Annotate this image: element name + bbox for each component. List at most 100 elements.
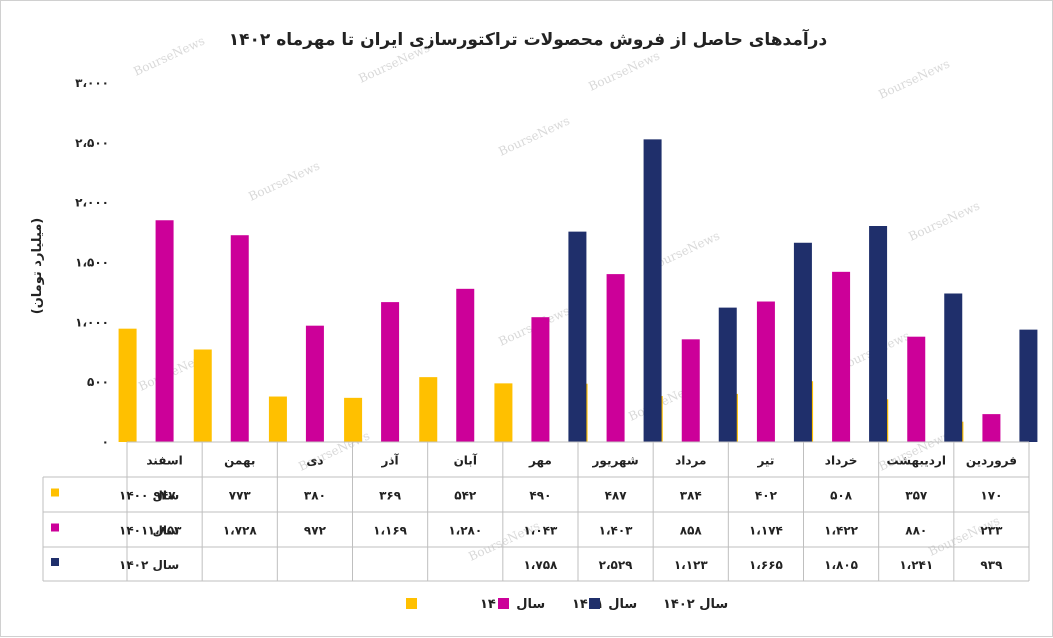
row-label-2: سال ۱۴۰۱ [119, 524, 179, 538]
data-label-3-4: ۱،۶۶۵ [749, 558, 783, 572]
bar-1-10 [268, 396, 287, 442]
y-axis-ticks: ۰ ۵۰۰ ۱،۰۰۰ ۱،۵۰۰ ۲،۰۰۰ ۲،۵۰۰ ۳،۰۰۰ [75, 76, 109, 449]
y-tick-label: ۰ [102, 435, 109, 449]
category-label: مهر [528, 454, 552, 468]
watermark-text: BourseNews [876, 57, 952, 102]
data-label-1-1: ۱۷۰ [980, 489, 1002, 503]
data-label-2-1: ۲۳۳ [980, 524, 1003, 538]
category-label: بهمن [224, 454, 255, 468]
category-label: تیر [756, 454, 774, 468]
data-label-3-6: ۲،۵۲۹ [599, 558, 634, 572]
data-label-2-2: ۸۸۰ [905, 524, 927, 538]
bar-2-12 [155, 220, 174, 442]
category-label: آذر [380, 453, 399, 468]
data-label-2-7: ۱،۰۴۳ [523, 524, 558, 538]
data-label-2-6: ۱،۴۰۳ [599, 524, 634, 538]
data-label-2-10: ۹۷۲ [304, 524, 327, 538]
bar-2-3 [832, 271, 851, 442]
data-label-1-9: ۳۶۹ [379, 489, 402, 503]
watermark-text: BourseNews [586, 49, 662, 94]
category-label: خرداد [825, 454, 858, 468]
row-swatch-2 [51, 523, 59, 532]
bar-3-7 [568, 231, 587, 442]
y-tick-label: ۱،۵۰۰ [75, 256, 109, 270]
chart-title: درآمدهای حاصل از فروش محصولات تراکتورساز… [229, 28, 828, 50]
category-label: دی [306, 454, 323, 468]
legend-label-3: سال ۱۴۰۲ [663, 597, 728, 612]
category-label: شهریور [592, 454, 639, 469]
data-label-1-3: ۵۰۸ [830, 489, 853, 503]
data-label-3-2: ۱،۲۴۱ [899, 558, 933, 572]
bar-2-8 [456, 288, 475, 442]
data-label-1-10: ۳۸۰ [304, 489, 326, 503]
category-label: اسفند [146, 454, 182, 468]
bar-3-1 [1019, 329, 1038, 442]
data-label-1-2: ۳۵۷ [905, 489, 928, 503]
row-swatch-3 [51, 558, 59, 566]
row-swatch-1 [51, 488, 59, 497]
bar-2-4 [756, 301, 775, 442]
bar-3-5 [718, 307, 737, 442]
y-tick-label: ۲،۰۰۰ [75, 196, 109, 210]
data-label-3-1: ۹۳۹ [980, 558, 1003, 572]
data-label-1-11: ۷۷۳ [229, 489, 252, 503]
row-label-1: سال ۱۴۰۰ [119, 489, 179, 503]
y-tick-label: ۱،۰۰۰ [75, 315, 109, 329]
bar-3-4 [793, 242, 812, 442]
watermark-text: BourseNews [131, 34, 207, 79]
bar-2-2 [907, 336, 926, 442]
data-label-2-9: ۱،۱۶۹ [373, 524, 408, 538]
bar-2-11 [230, 235, 249, 442]
data-label-3-7: ۱،۷۵۸ [523, 558, 558, 572]
data-label-1-12: ۹۴۷ [154, 489, 177, 503]
data-label-2-5: ۸۵۸ [680, 524, 703, 538]
bar-2-6 [606, 274, 625, 442]
data-label-1-5: ۳۸۴ [680, 489, 702, 503]
bar-2-10 [305, 325, 324, 442]
bar-2-7 [531, 317, 550, 442]
legend-swatch-3 [589, 598, 600, 609]
data-label-2-8: ۱،۲۸۰ [448, 524, 482, 538]
bar-3-6 [643, 139, 662, 442]
data-label-1-6: ۴۸۷ [605, 489, 628, 503]
bar-3-2 [944, 293, 963, 442]
legend-swatch-2 [498, 598, 509, 609]
row-label-3: سال ۱۴۰۲ [119, 558, 179, 572]
data-label-1-7: ۴۹۰ [529, 489, 551, 503]
y-tick-label: ۲،۵۰۰ [75, 136, 109, 150]
data-label-1-4: ۴۰۲ [755, 489, 778, 503]
category-label: آبان [454, 453, 478, 468]
bar-1-9 [344, 397, 363, 442]
data-label-2-11: ۱،۷۲۸ [223, 524, 258, 538]
watermark-text: BourseNews [246, 159, 322, 204]
legend: سال ۱۴۰۰ سال ۱۴۰۱ سال ۱۴۰۲ [406, 597, 728, 612]
bar-3-3 [869, 226, 888, 442]
data-label-2-3: ۱،۴۲۲ [824, 524, 859, 538]
y-tick-label: ۳،۰۰۰ [75, 76, 109, 90]
bar-1-11 [193, 349, 212, 442]
y-axis-label: (میلیارد تومان) [30, 218, 45, 314]
category-label: اردیبهشت [887, 454, 946, 468]
data-table: فروردین اردیبهشت خرداد تیر مرداد شهریور مهر آبا… [42, 441, 1030, 582]
watermark-text: BourseNews [496, 114, 572, 159]
legend-swatch-1 [406, 598, 417, 609]
legend-label-2: سال ۱۴۰۱ [572, 597, 637, 612]
data-label-3-3: ۱،۸۰۵ [824, 558, 858, 572]
bar-2-5 [681, 339, 700, 442]
data-label-1-8: ۵۴۲ [454, 489, 477, 503]
legend-label-1: سال ۱۴۰۰ [480, 597, 545, 612]
data-label-3-5: ۱،۱۲۳ [674, 558, 709, 572]
bars-layer [118, 139, 1038, 442]
y-tick-label: ۵۰۰ [87, 375, 109, 389]
data-label-2-4: ۱،۱۷۴ [749, 524, 783, 538]
bar-2-9 [381, 302, 400, 442]
bar-1-12 [118, 328, 137, 442]
watermark-text: BourseNews [906, 199, 982, 244]
bar-2-1 [982, 414, 1001, 442]
bar-1-8 [419, 377, 438, 442]
bar-1-7 [494, 383, 513, 442]
category-label: مرداد [675, 454, 706, 468]
data-label-2-12: ۱،۸۵۳ [148, 524, 183, 538]
